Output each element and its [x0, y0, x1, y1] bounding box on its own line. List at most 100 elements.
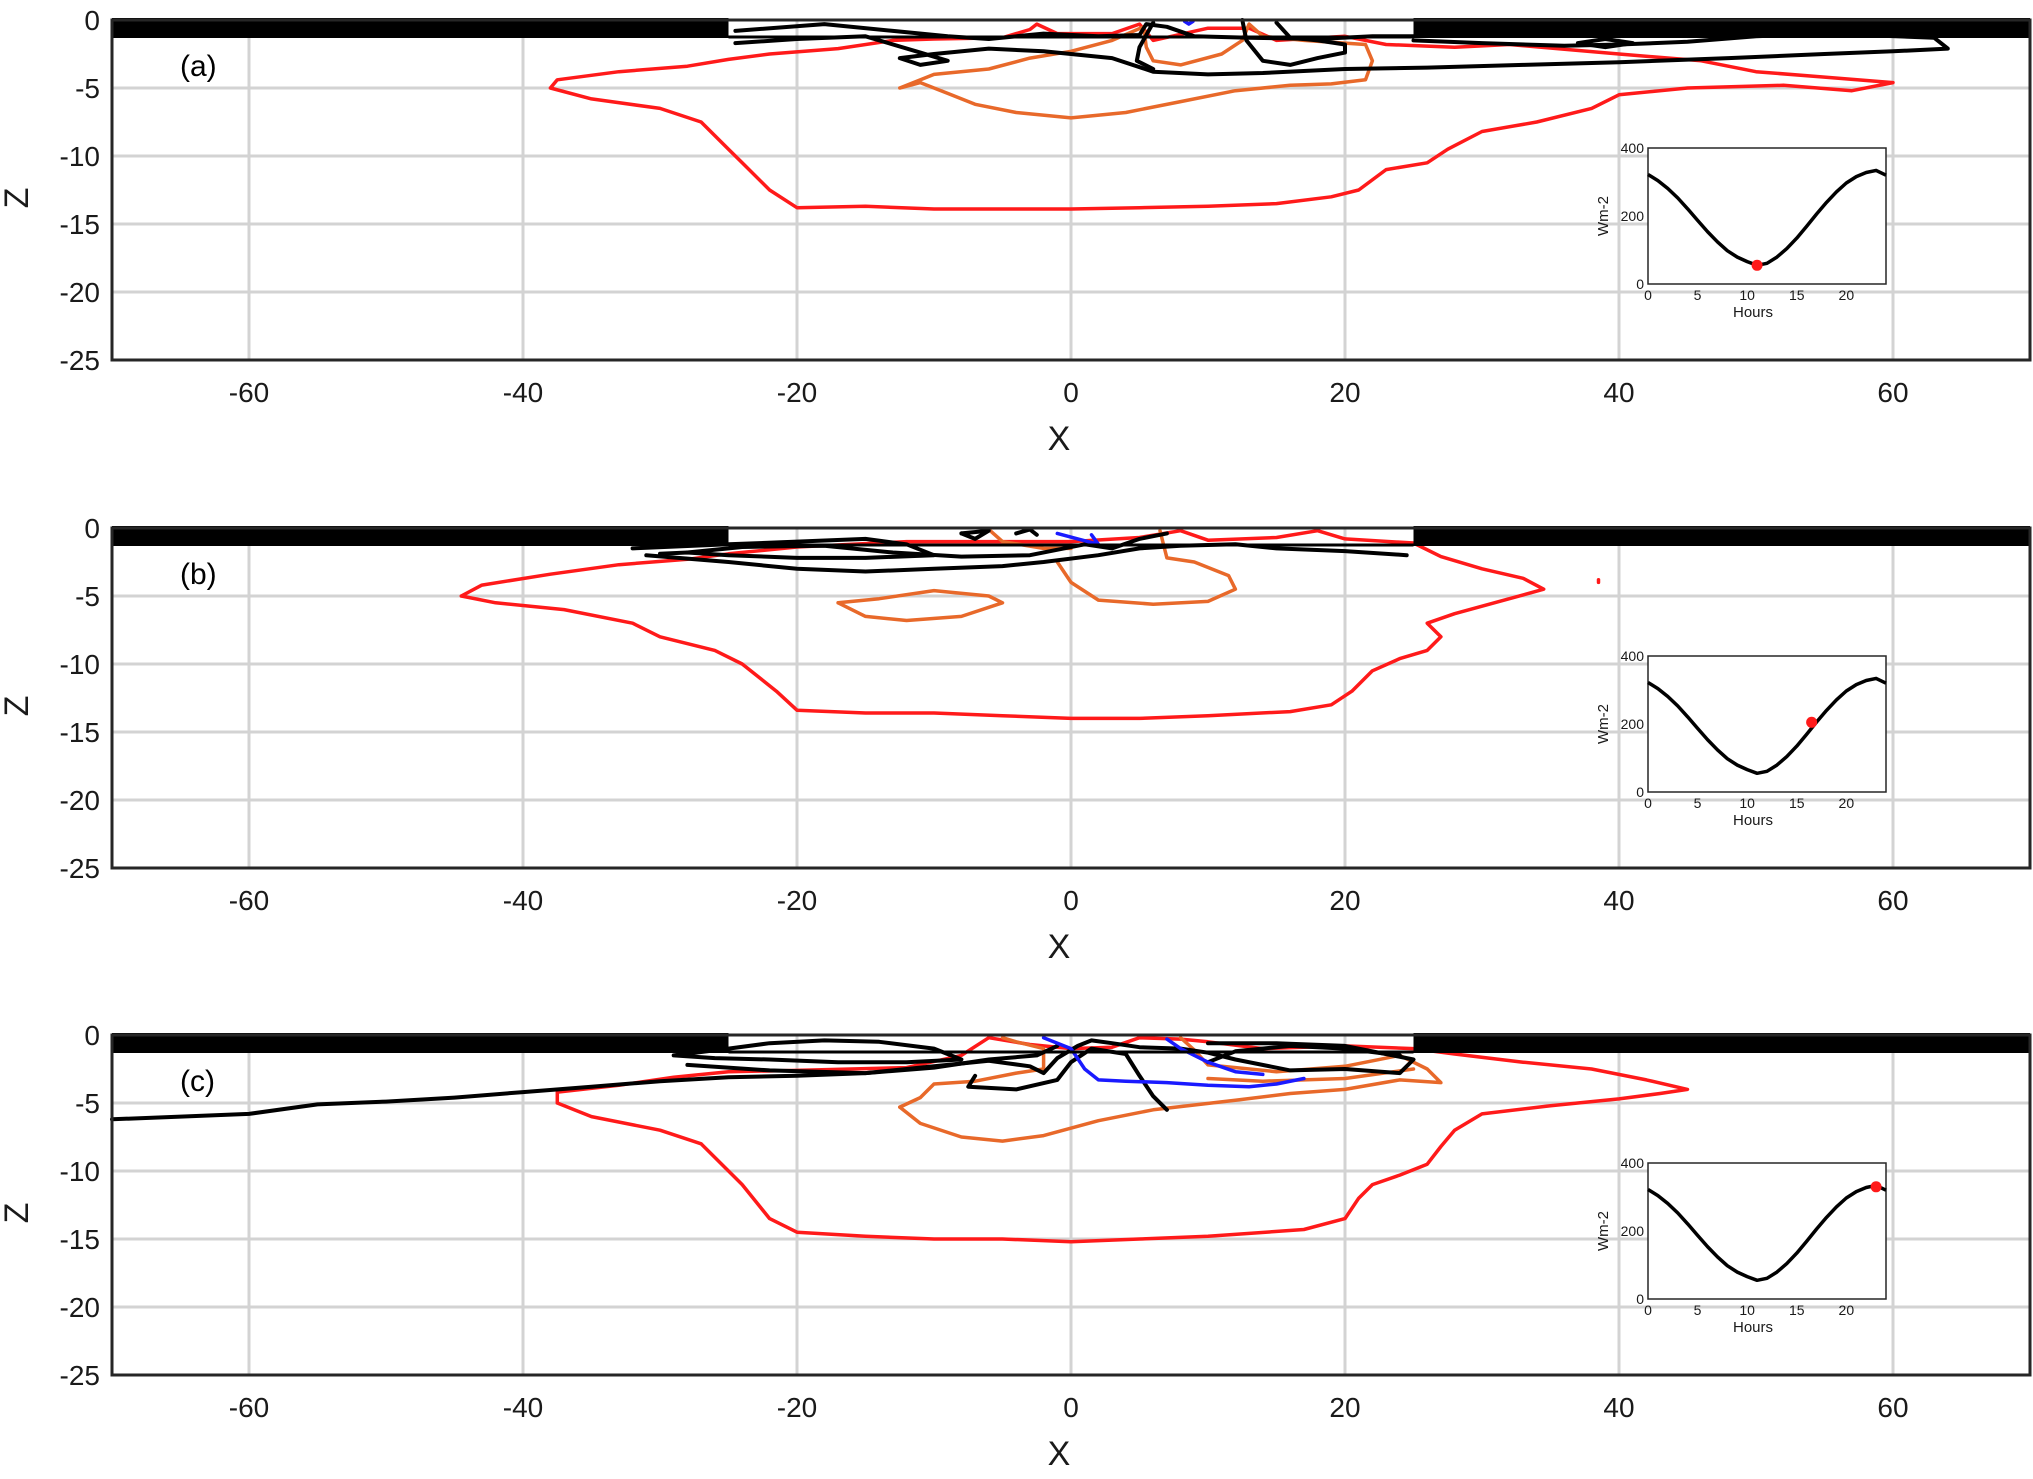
- contour-orange: [836, 588, 1005, 623]
- inset-curve: [1647, 168, 1887, 268]
- y-axis-label: Z: [0, 1203, 36, 1224]
- panel-label: (b): [180, 558, 217, 591]
- y-tick-label: -20: [60, 785, 100, 816]
- x-tick-label: 20: [1329, 377, 1360, 408]
- axes-frame: [110, 1033, 2032, 1377]
- x-tick-label: -60: [229, 1392, 269, 1423]
- y-tick-label: -25: [60, 1360, 100, 1391]
- surface-bar-left: [112, 526, 729, 546]
- contour-black: [1575, 37, 1635, 50]
- contour-red: [555, 1035, 1690, 1244]
- inset-x-tick: 20: [1839, 287, 1855, 303]
- contour-orange: [1055, 528, 1238, 606]
- inset-x-label: Hours: [1733, 812, 1773, 829]
- x-tick-label: 60: [1877, 1392, 1908, 1423]
- x-tick-label: -40: [503, 885, 543, 916]
- inset-point: [1806, 716, 1818, 728]
- inset-x-tick: 10: [1739, 795, 1755, 811]
- inset-x-tick: 15: [1789, 1302, 1805, 1318]
- y-tick-label: 0: [84, 1020, 100, 1051]
- y-tick-label: -25: [60, 345, 100, 376]
- inset-x-label: Hours: [1733, 1319, 1773, 1336]
- contour-black: [959, 528, 991, 541]
- y-axis-label: Z: [0, 696, 36, 717]
- surface-bar-right: [1413, 526, 2030, 546]
- y-tick-label: -5: [75, 1088, 100, 1119]
- x-tick-label: 20: [1329, 885, 1360, 916]
- contour-blue: [1182, 19, 1195, 26]
- x-tick-label: 20: [1329, 1392, 1360, 1423]
- x-axis-label: X: [1048, 1435, 1071, 1473]
- contour-blue: [1165, 1037, 1265, 1077]
- inset-y-tick: 0: [1636, 1291, 1644, 1307]
- axes-frame: [110, 18, 2032, 362]
- y-tick-label: -5: [75, 581, 100, 612]
- y-axis-label: Z: [0, 188, 36, 209]
- x-axis-label: X: [1048, 928, 1071, 966]
- contour-black: [1014, 527, 1039, 537]
- x-axis-label: X: [1048, 420, 1071, 458]
- inset-x-label: Hours: [1733, 304, 1773, 321]
- x-tick-label: -20: [777, 377, 817, 408]
- x-tick-label: 0: [1063, 885, 1079, 916]
- panel-a: -60 -40 -20 0 20 40 60 0 -5 -10 -15 -20 -25 X Z (a) 0 5 10…: [0, 5, 2032, 458]
- inset-point: [1870, 1181, 1882, 1193]
- x-tick-label: -60: [229, 885, 269, 916]
- inset-y-tick: 200: [1621, 208, 1645, 224]
- x-tick-label: -40: [503, 1392, 543, 1423]
- y-tick-label: -20: [60, 277, 100, 308]
- inset-y-tick: 0: [1636, 276, 1644, 292]
- y-tick-label: -10: [60, 649, 100, 680]
- inset-x-tick: 20: [1839, 1302, 1855, 1318]
- contour-blue: [1055, 531, 1101, 547]
- inset-curve: [1647, 1183, 1887, 1283]
- y-tick-label: -10: [60, 1156, 100, 1187]
- contour-blue: [1041, 1035, 1306, 1089]
- inset-y-label: Wm-2: [1595, 196, 1612, 236]
- inset-x-tick: 0: [1644, 287, 1652, 303]
- panel-c: -60 -40 -20 0 20 40 60 0 -5 -10 -15 -20 -25 X Z (c) 0 5 10…: [0, 1020, 2032, 1473]
- panel-label: (c): [180, 1065, 215, 1098]
- contour-black: [671, 1038, 964, 1065]
- y-tick-label: -5: [75, 73, 100, 104]
- panel-b: -60 -40 -20 0 20 40 60 0 -5 -10 -15 -20 -25 X Z (b) 0 5 10…: [0, 513, 2032, 966]
- contour-orange: [898, 1035, 1046, 1109]
- inset-x-tick: 10: [1739, 1302, 1755, 1318]
- y-tick-label: 0: [84, 513, 100, 544]
- inset-point: [1751, 259, 1763, 271]
- x-tick-label: 40: [1603, 1392, 1634, 1423]
- contour-black: [644, 542, 1409, 574]
- inset-y-tick: 200: [1621, 716, 1645, 732]
- y-tick-label: -25: [60, 853, 100, 884]
- x-tick-label: -40: [503, 377, 543, 408]
- contour-black: [966, 1046, 1169, 1112]
- inset-x-tick: 5: [1694, 287, 1702, 303]
- x-tick-label: 40: [1603, 885, 1634, 916]
- x-tick-label: 0: [1063, 377, 1079, 408]
- axes-frame: [110, 526, 2032, 870]
- contour-black: [685, 1043, 1060, 1076]
- inset-x-tick: 20: [1839, 795, 1855, 811]
- contour-orange: [898, 1035, 1443, 1143]
- x-tick-label: -20: [777, 1392, 817, 1423]
- panel-label: (a): [180, 50, 217, 83]
- x-tick-label: 60: [1877, 377, 1908, 408]
- inset-y-label: Wm-2: [1595, 704, 1612, 744]
- surface-bar-right: [1413, 18, 2030, 38]
- inset-x-tick: 0: [1644, 1302, 1652, 1318]
- inset-y-label: Wm-2: [1595, 1211, 1612, 1251]
- contour-black: [1134, 20, 1156, 71]
- x-tick-label: -20: [777, 885, 817, 916]
- x-tick-label: 0: [1063, 1392, 1079, 1423]
- surface-bar-left: [112, 18, 729, 38]
- x-tick-label: 40: [1603, 377, 1634, 408]
- surface-bar-right: [1413, 1033, 2030, 1053]
- inset-x-tick: 0: [1644, 795, 1652, 811]
- contour-red: [459, 528, 1546, 721]
- surface-bar-left: [112, 1033, 729, 1053]
- x-tick-label: 60: [1877, 885, 1908, 916]
